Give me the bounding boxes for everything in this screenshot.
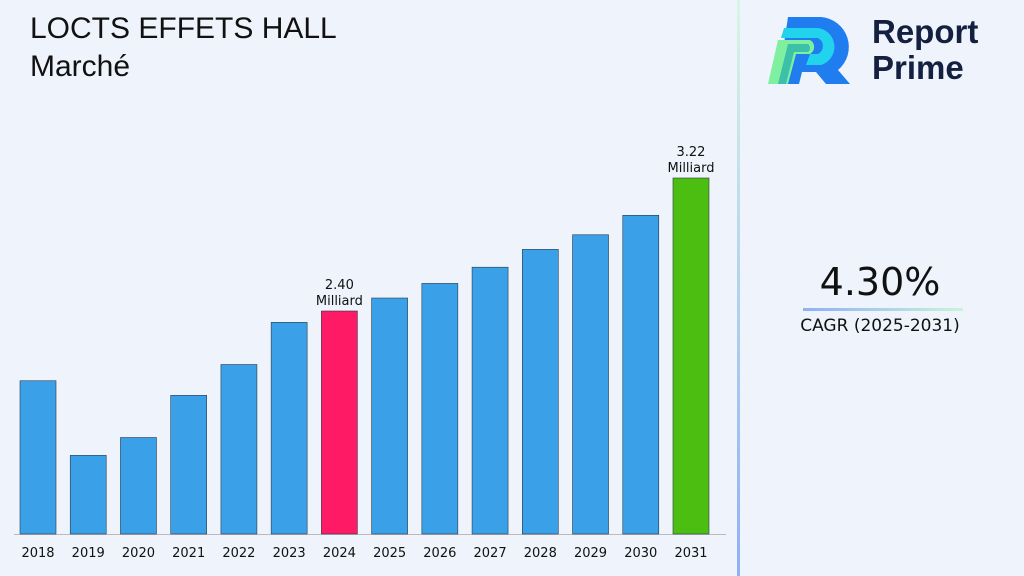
x-tick-label-2023: 2023 xyxy=(273,546,306,561)
x-tick-label-2027: 2027 xyxy=(474,546,507,561)
title-line-1: LOCTS EFFETS HALL xyxy=(30,12,337,45)
x-tick-label-2024: 2024 xyxy=(323,546,356,561)
bar-2030 xyxy=(622,215,660,535)
x-tick-label-2028: 2028 xyxy=(524,546,557,561)
logo-line-2: Prime xyxy=(872,49,964,86)
bar-2029 xyxy=(572,234,609,535)
logo-line-1: Report xyxy=(872,13,979,50)
bar-2027 xyxy=(471,266,509,535)
bar-2025 xyxy=(371,297,408,535)
logo-text: Report Prime xyxy=(872,14,978,86)
bar-2023 xyxy=(270,322,308,535)
cagr-label: CAGR (2025-2031) xyxy=(800,316,960,336)
x-tick-label-2026: 2026 xyxy=(423,546,456,561)
bar-2021 xyxy=(170,395,207,535)
divider xyxy=(737,0,740,576)
data-label-unit-2024: Milliard xyxy=(316,294,363,309)
title-line-2: Marché xyxy=(30,50,131,83)
x-tick-label-2031: 2031 xyxy=(674,546,707,561)
x-tick-label-2018: 2018 xyxy=(21,546,54,561)
bar-2028 xyxy=(521,249,559,535)
bar-2018 xyxy=(19,380,57,535)
logo-icon xyxy=(768,17,850,84)
data-label-value-2024: 2.40 xyxy=(325,278,354,293)
bar-2019 xyxy=(69,455,107,535)
x-tick-label-2025: 2025 xyxy=(373,546,406,561)
bar-2022 xyxy=(220,364,258,535)
x-tick-label-2020: 2020 xyxy=(122,546,155,561)
x-tick-label-2022: 2022 xyxy=(222,546,255,561)
x-tick-label-2030: 2030 xyxy=(624,546,657,561)
x-tick-label-2029: 2029 xyxy=(574,546,607,561)
cagr-value: 4.30% xyxy=(819,260,941,304)
bar-2031 xyxy=(672,177,710,535)
report-prime-logo: Report Prime xyxy=(766,14,1006,89)
bar-2020 xyxy=(120,437,157,535)
cagr-underline xyxy=(803,308,963,311)
x-tick-label-2019: 2019 xyxy=(72,546,105,561)
chart-title: LOCTS EFFETS HALL Marché xyxy=(30,10,337,86)
bar-2024 xyxy=(321,310,358,535)
data-label-value-2031: 3.22 xyxy=(677,145,706,160)
x-tick-label-2021: 2021 xyxy=(172,546,205,561)
bar-chart: 2018 2019 2020 2021 2022 2023 20242.40Milliard… xyxy=(14,145,726,561)
bar-2026 xyxy=(421,283,459,535)
data-label-unit-2031: Milliard xyxy=(667,161,714,176)
